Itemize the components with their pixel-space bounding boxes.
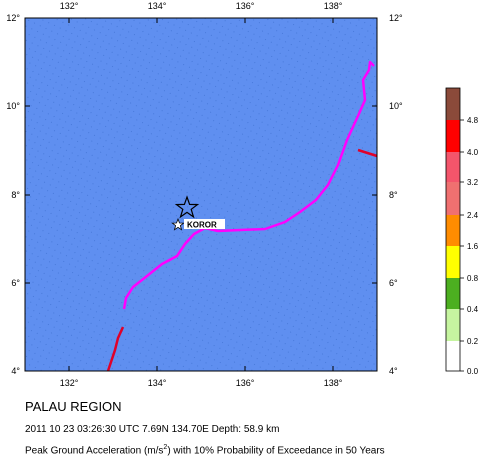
city-label-box (184, 219, 225, 229)
lat-tick-right-8: 8° (389, 190, 398, 200)
lat-tick-right-12: 12° (389, 13, 403, 23)
ocean-texture (25, 18, 377, 371)
scale-label-0-4: 0.4 (467, 305, 479, 314)
scale-swatch-4-8 (446, 88, 460, 120)
lon-tick-top-138: 138° (324, 1, 343, 11)
lat-tick-left-8: 8° (11, 190, 20, 200)
star-marker-icon (171, 217, 185, 231)
lat-tick-left-12: 12° (6, 13, 20, 23)
lat-tick-left-10: 10° (6, 101, 20, 111)
scale-label-0-8: 0.8 (467, 274, 479, 283)
scale-swatch-0-8 (446, 246, 460, 278)
scale-swatch-4-0 (446, 120, 460, 152)
lon-tick-top-134: 134° (148, 1, 167, 11)
scale-label-0-0: 0.0 (467, 367, 479, 376)
scale-swatch-0-2 (446, 309, 460, 341)
lon-tick-top-136: 136° (236, 1, 255, 11)
lon-tick-bottom-136: 136° (236, 378, 255, 388)
pga-caption-prefix: Peak Ground Acceleration (m/s (25, 445, 164, 457)
scale-label-4-8: 4.8 (467, 116, 479, 125)
pga-caption-superscript: 2 (163, 444, 168, 451)
scale-swatch-0-4 (446, 278, 460, 309)
star-icon (174, 195, 200, 219)
color-scale: 4.8 4.0 3.2 2.4 1.6 0.8 0.4 0.2 0.0 (445, 87, 479, 376)
lat-tick-right-10: 10° (389, 101, 403, 111)
trench-east (357, 148, 378, 158)
lat-tick-right-4: 4° (389, 366, 398, 376)
lat-tick-right-6: 6° (389, 278, 398, 288)
lat-tick-left-6: 6° (11, 278, 20, 288)
scale-label-2-4: 2.4 (467, 211, 479, 220)
region-title: PALAU REGION (25, 399, 122, 414)
trench-south (106, 326, 125, 372)
scale-swatch-1-6 (446, 215, 460, 246)
lon-tick-bottom-134: 134° (148, 378, 167, 388)
scale-label-3-2: 3.2 (467, 178, 479, 187)
lon-tick-top-132: 132° (60, 1, 79, 11)
scale-swatch-2-4 (446, 182, 460, 215)
scale-frame (445, 87, 461, 372)
lat-tick-left-4: 4° (11, 366, 20, 376)
plate-boundary (122, 60, 375, 310)
city-label: KOROR (187, 221, 217, 230)
axis-ticks (25, 17, 377, 372)
lon-tick-bottom-132: 132° (60, 378, 79, 388)
event-info: 2011 10 23 03:26:30 UTC 7.69N 134.70E De… (25, 424, 280, 435)
scale-swatch-3-2 (446, 152, 460, 182)
pga-caption: Peak Ground Acceleration (m/s2) with 10%… (25, 444, 385, 456)
scale-label-0-2: 0.2 (467, 337, 479, 346)
scale-label-4-0: 4.0 (467, 148, 479, 157)
scale-label-1-6: 1.6 (467, 242, 479, 251)
lon-tick-bottom-138: 138° (324, 378, 343, 388)
scale-swatch-0-0 (446, 341, 460, 371)
pga-caption-suffix: ) with 10% Probability of Exceedance in … (167, 445, 385, 457)
